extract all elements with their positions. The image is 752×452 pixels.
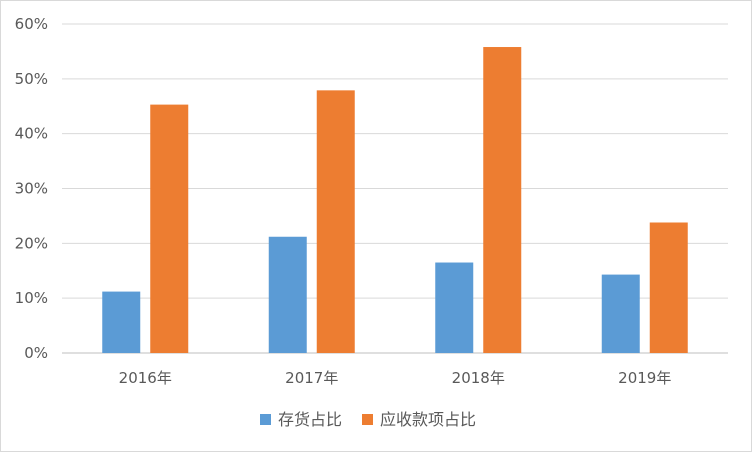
y-axis-ticks: 0% 10% 20% 30% 40% 50% 60% xyxy=(15,15,48,362)
x-axis-ticks: 2016年 2017年 2018年 2019年 xyxy=(119,369,672,387)
legend-swatch-receivables xyxy=(362,414,373,425)
bar-inventory xyxy=(435,262,474,353)
y-tick-label: 20% xyxy=(15,234,48,252)
legend-swatch-inventory xyxy=(260,414,271,425)
y-tick-label: 30% xyxy=(15,180,48,198)
x-tick-label: 2016年 xyxy=(119,369,172,387)
bar-inventory xyxy=(268,236,307,353)
x-tick-label: 2018年 xyxy=(452,369,505,387)
legend-label-receivables: 应收款项占比 xyxy=(380,410,476,429)
legend: 存货占比 应收款项占比 xyxy=(260,410,476,429)
bar-receivables xyxy=(316,90,355,354)
x-tick-label: 2019年 xyxy=(618,369,671,387)
bar-inventory xyxy=(102,291,141,353)
bar-receivables xyxy=(483,47,522,353)
x-tick-label: 2017年 xyxy=(285,369,338,387)
y-tick-label: 40% xyxy=(15,125,48,143)
bar-receivables xyxy=(649,222,688,353)
y-tick-label: 60% xyxy=(15,15,48,33)
bar-receivables xyxy=(150,104,189,353)
bars xyxy=(102,47,688,354)
y-tick-label: 10% xyxy=(15,289,48,307)
legend-label-inventory: 存货占比 xyxy=(278,410,342,429)
bar-inventory xyxy=(601,274,640,353)
y-tick-label: 50% xyxy=(15,70,48,88)
y-tick-label: 0% xyxy=(24,344,48,362)
